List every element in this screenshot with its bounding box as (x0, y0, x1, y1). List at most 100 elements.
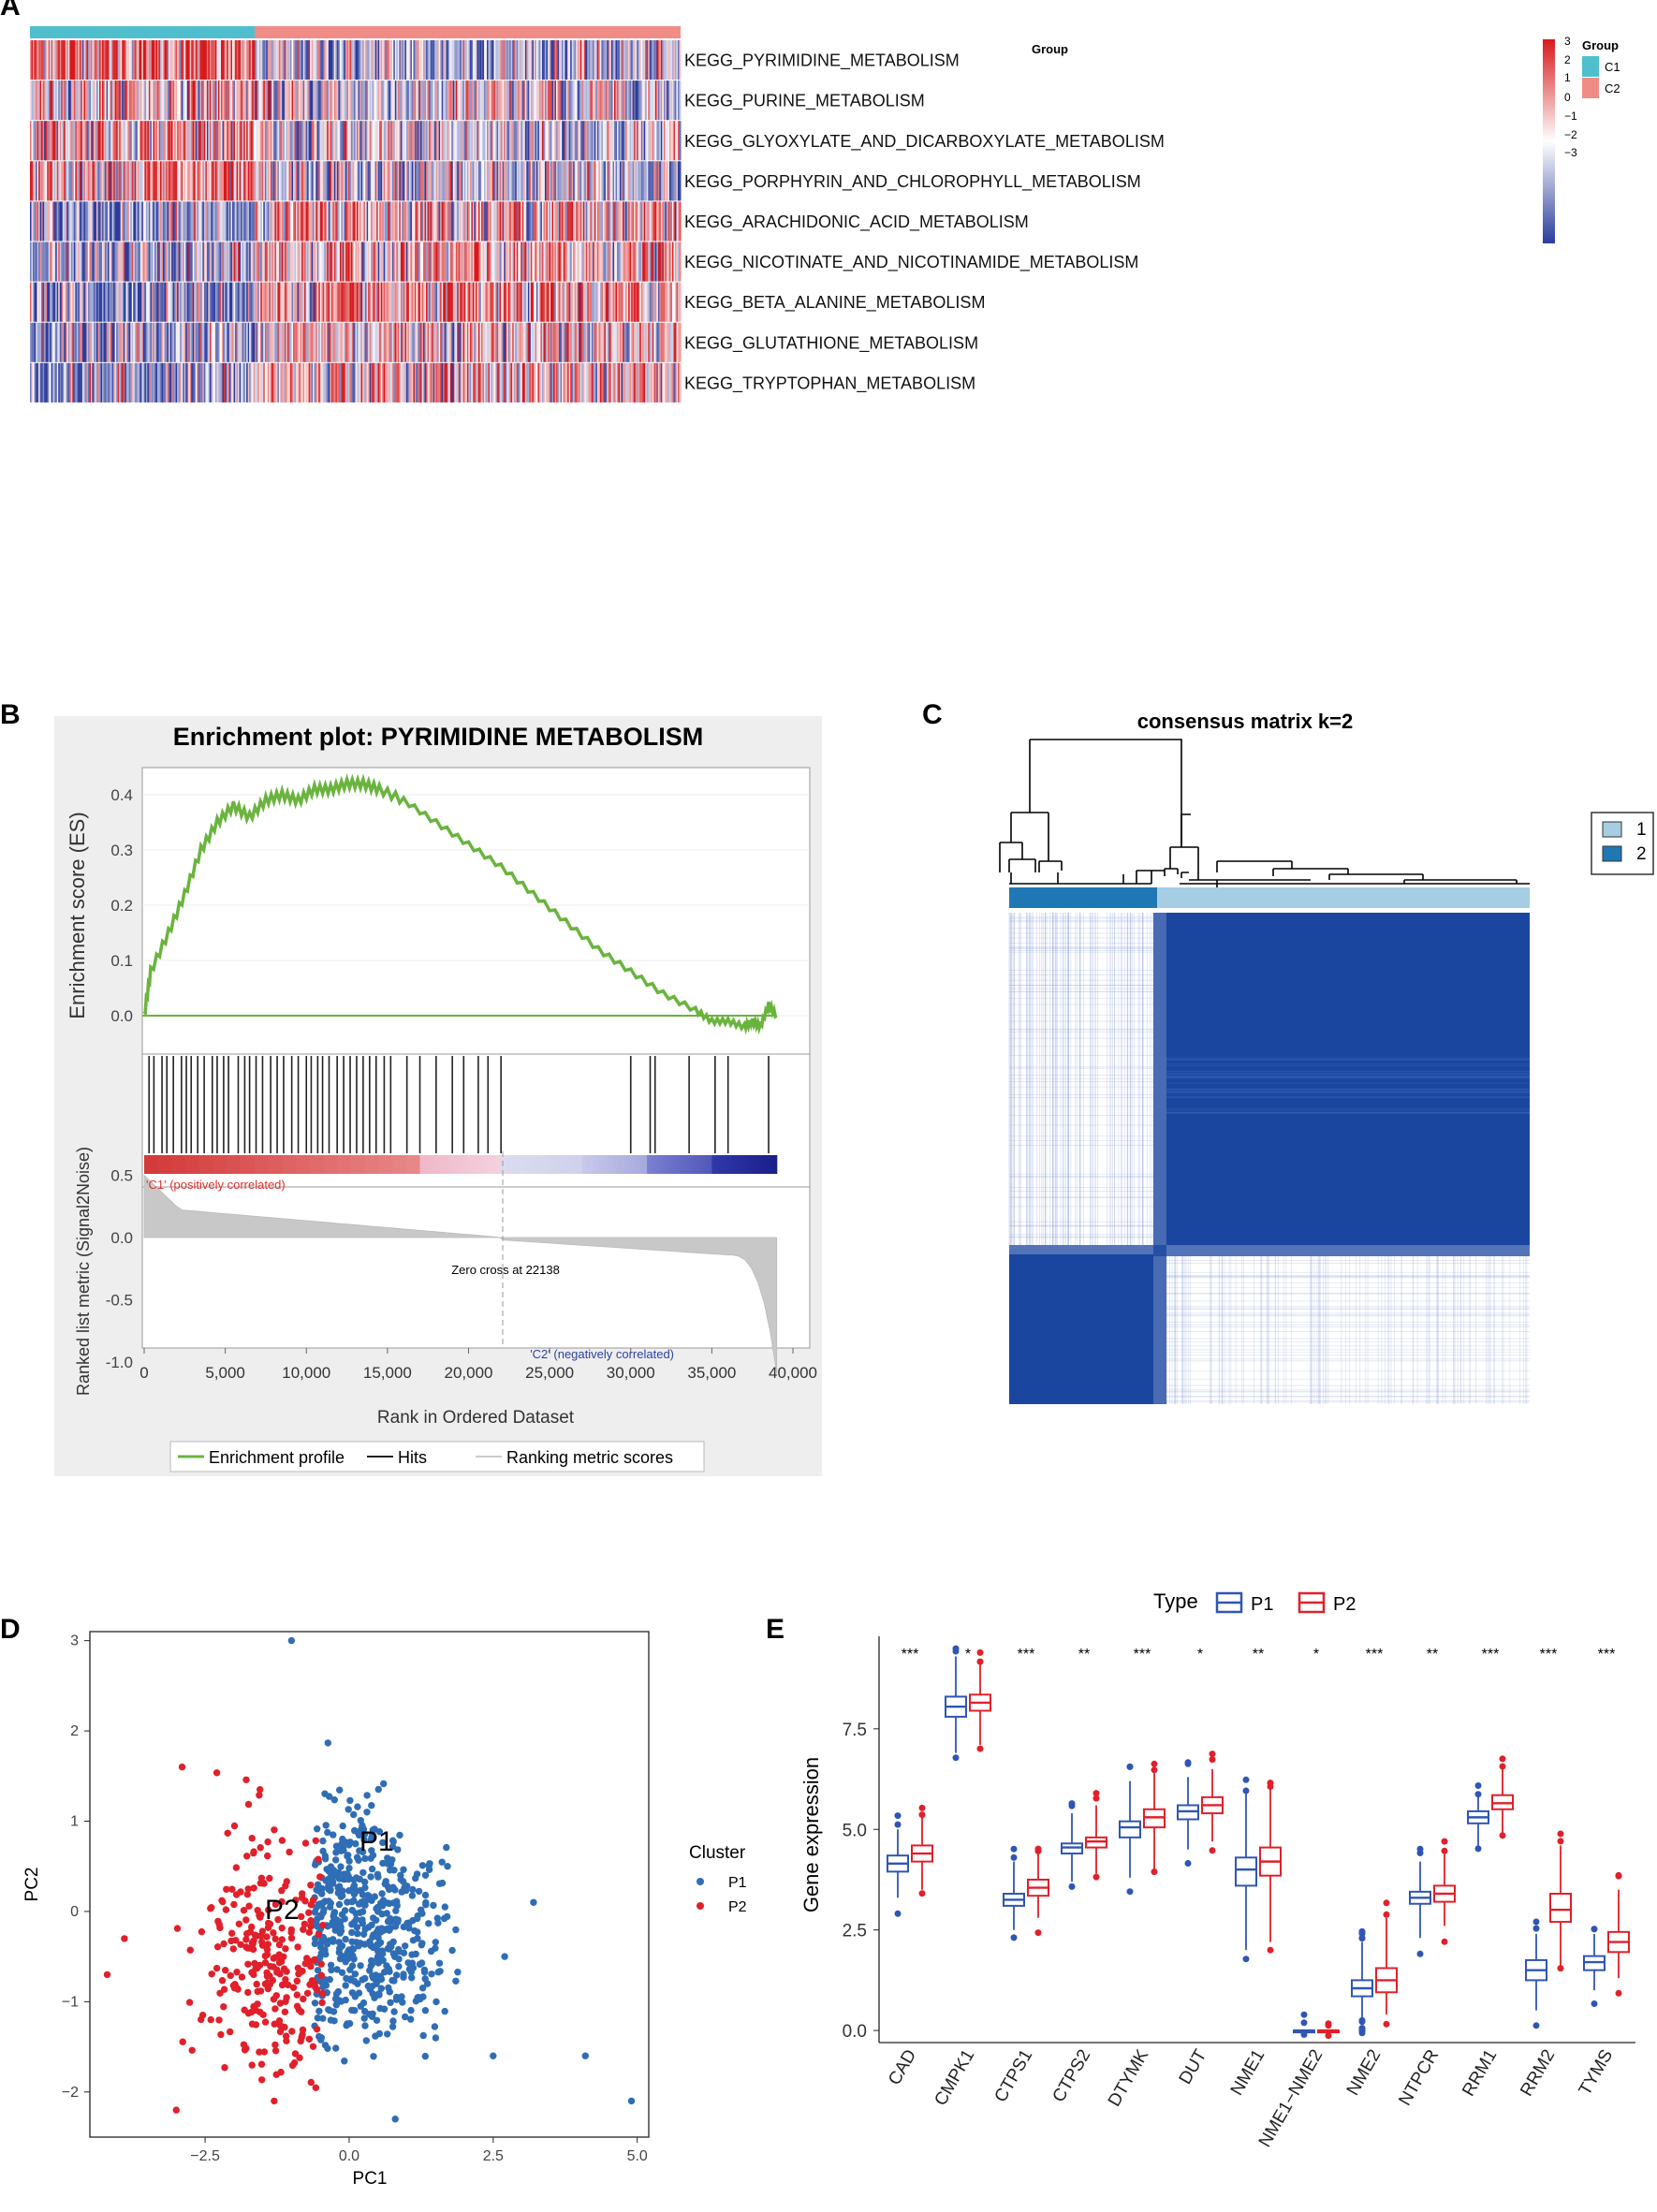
heatmap-cell (241, 40, 243, 81)
heatmap-cell (551, 322, 554, 362)
heatmap-cell (565, 362, 568, 403)
heatmap-cell (212, 322, 214, 362)
heatmap-cell (393, 81, 396, 121)
heatmap-cell (347, 201, 350, 242)
heatmap-cell (280, 242, 283, 282)
pca-point-p1 (401, 1883, 408, 1892)
heatmap-cell (657, 282, 660, 322)
heatmap-cell (405, 201, 408, 242)
heatmap-cell (44, 282, 47, 322)
heatmap-cell (493, 81, 496, 121)
heatmap-cell (618, 282, 621, 322)
heatmap-cell (376, 40, 379, 81)
heatmap-cell (229, 322, 232, 362)
heatmap-cell (145, 121, 148, 161)
heatmap-cell (311, 362, 314, 403)
heatmap-cell (590, 81, 593, 121)
heatmap-cell (269, 282, 271, 322)
heatmap-cell (169, 81, 172, 121)
heatmap-cell (222, 81, 225, 121)
heatmap-cell (122, 40, 125, 81)
heatmap-cell (461, 242, 463, 282)
heatmap-cell (206, 322, 209, 362)
heatmap-cell (278, 201, 281, 242)
heatmap-cell (374, 161, 377, 201)
heatmap-cell (563, 362, 565, 403)
heatmap-cell (283, 282, 286, 322)
heatmap-cell (535, 362, 537, 403)
heatmap-cell (668, 161, 671, 201)
heatmap-cell (301, 40, 304, 81)
heatmap-cell (404, 282, 407, 322)
heatmap-cell (573, 81, 576, 121)
heatmap-cell (119, 322, 122, 362)
heatmap-cell (325, 81, 328, 121)
heatmap-cell (113, 40, 116, 81)
heatmap-cell (433, 242, 435, 282)
heatmap-cell (328, 282, 330, 322)
heatmap-cell (147, 362, 150, 403)
heatmap-cell (368, 201, 371, 242)
heatmap-cell (34, 81, 37, 121)
heatmap-cell (491, 81, 493, 121)
heatmap-cell (529, 81, 532, 121)
heatmap-cell (232, 322, 235, 362)
heatmap-cell (79, 121, 81, 161)
heatmap-cell (339, 282, 342, 322)
heatmap-cell (120, 322, 123, 362)
heatmap-cell (100, 81, 103, 121)
heatmap-cell (70, 282, 73, 322)
heatmap-cell (70, 161, 73, 201)
boundary-strip-h (1009, 1245, 1530, 1256)
heatmap-cell (635, 201, 638, 242)
heatmap-cell (79, 282, 81, 322)
heatmap-cell (114, 362, 117, 403)
heatmap-cell (69, 322, 72, 362)
heatmap-cell (371, 362, 374, 403)
heatmap-cell (557, 322, 560, 362)
heatmap-cell (260, 322, 263, 362)
heatmap-cell (269, 201, 271, 242)
heatmap-cell (512, 40, 515, 81)
rank-bar-segment (659, 1155, 664, 1174)
heatmap-cell (332, 121, 335, 161)
heatmap-cell (212, 242, 214, 282)
heatmap-cell (70, 81, 73, 121)
heatmap-cell (233, 242, 236, 282)
heatmap-cell (90, 161, 93, 201)
heatmap-cell (216, 242, 219, 282)
heatmap-cell (272, 242, 275, 282)
heatmap-cell (475, 161, 477, 201)
heatmap-cell (480, 322, 483, 362)
heatmap-cell (677, 161, 680, 201)
heatmap-cell (397, 121, 400, 161)
heatmap-cell (610, 161, 613, 201)
heatmap-cell (420, 282, 423, 322)
heatmap-cell (454, 201, 457, 242)
heatmap-cell (277, 282, 280, 322)
heatmap-cell (286, 161, 289, 201)
heatmap-cell (677, 201, 680, 242)
heatmap-cell (518, 161, 521, 201)
heatmap-cell (220, 242, 223, 282)
heatmap-cell (264, 322, 267, 362)
heatmap-cell (103, 322, 106, 362)
heatmap-cell (169, 322, 171, 362)
heatmap-cell (416, 322, 418, 362)
heatmap-cell (62, 161, 65, 201)
heatmap-cell (250, 40, 253, 81)
heatmap-cell (330, 242, 332, 282)
heatmap-cell (142, 121, 145, 161)
heatmap-cell (227, 40, 229, 81)
heatmap-cell (288, 121, 291, 161)
heatmap-cell (61, 40, 64, 81)
heatmap-cell (621, 161, 623, 201)
heatmap-cell (145, 201, 148, 242)
heatmap-cell (163, 40, 166, 81)
heatmap-cell (460, 282, 462, 322)
heatmap-cell (286, 322, 288, 362)
heatmap-cell (604, 282, 607, 322)
heatmap-cell (448, 161, 451, 201)
heatmap-cell (490, 40, 492, 81)
heatmap-cell (55, 362, 58, 403)
